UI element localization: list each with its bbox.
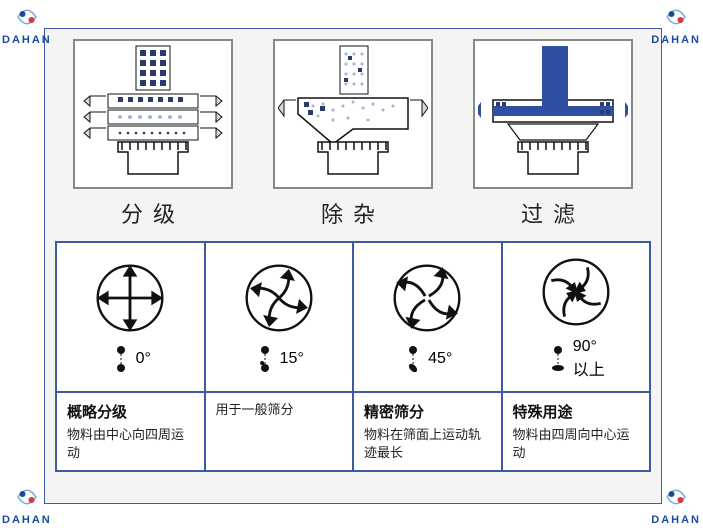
weight-icon: [110, 344, 132, 374]
mode-col-2: 45° 精密筛分 物料在筛面上运动轨迹最长: [354, 243, 503, 470]
watermark-text: DAHAN: [2, 514, 52, 526]
pattern-cross-icon: [92, 260, 168, 336]
process-diagram-fenji: [73, 39, 233, 189]
watermark-top-right: DAHAN: [651, 2, 701, 46]
mode-text: 精密筛分 物料在筛面上运动轨迹最长: [354, 393, 501, 470]
watermark-bottom-left: DAHAN: [2, 482, 52, 526]
angle-text: 0°: [136, 350, 151, 368]
angle-extra: 以上: [573, 356, 605, 380]
weight-icon: [402, 344, 424, 374]
process-label: 过滤: [521, 197, 585, 229]
mode-title: 精密筛分: [364, 401, 491, 422]
logo-icon: [12, 2, 42, 32]
process-diagram-guolv: [473, 39, 633, 189]
angle-text: 90°: [573, 338, 605, 356]
main-panel: 分级 除杂: [44, 28, 662, 504]
pattern-spiral-curve-icon: [389, 260, 465, 336]
mode-title: 特殊用途: [513, 401, 640, 422]
pattern-spiral-in-icon: [241, 260, 317, 336]
angle-indicator: 90°以上: [547, 338, 605, 380]
watermark-text: DAHAN: [2, 34, 52, 46]
mode-col-1: 15° 用于一般筛分: [206, 243, 355, 470]
process-label: 除杂: [321, 197, 385, 229]
process-cell-chuza: 除杂: [273, 39, 433, 229]
mode-col-0: 0° 概略分级 物料由中心向四周运动: [57, 243, 206, 470]
angle-indicator: 15°: [254, 344, 304, 374]
mode-diagram: 90°以上: [503, 243, 650, 393]
mode-diagram: 0°: [57, 243, 204, 393]
mode-desc: 物料在筛面上运动轨迹最长: [364, 426, 491, 462]
process-cell-guolv: 过滤: [473, 39, 633, 229]
mode-diagram: 15°: [206, 243, 353, 393]
mode-desc: 物料由中心向四周运动: [67, 426, 194, 462]
angle-indicator: 45°: [402, 344, 452, 374]
weight-icon: [254, 344, 276, 374]
process-cell-fenji: 分级: [73, 39, 233, 229]
mode-title: 概略分级: [67, 401, 194, 422]
mode-text: 特殊用途 物料由四周向中心运动: [503, 393, 650, 470]
logo-icon: [661, 2, 691, 32]
logo-icon: [12, 482, 42, 512]
chuza-svg: [278, 44, 428, 184]
watermark-bottom-right: DAHAN: [651, 482, 701, 526]
pattern-inward-icon: [538, 254, 614, 330]
process-diagram-chuza: [273, 39, 433, 189]
watermark-top-left: DAHAN: [2, 2, 52, 46]
mode-table: 0° 概略分级 物料由中心向四周运动: [55, 241, 651, 472]
mode-text: 用于一般筛分: [206, 393, 353, 467]
weight-icon: [547, 344, 569, 374]
process-row: 分级 除杂: [45, 29, 661, 229]
fenji-svg: [78, 44, 228, 184]
process-label: 分级: [121, 197, 185, 229]
guolv-svg: [478, 44, 628, 184]
angle-indicator: 0°: [110, 344, 151, 374]
angle-text: 45°: [428, 350, 452, 368]
mode-text: 概略分级 物料由中心向四周运动: [57, 393, 204, 470]
mode-desc: 用于一般筛分: [216, 401, 343, 419]
watermark-text: DAHAN: [651, 514, 701, 526]
mode-desc: 物料由四周向中心运动: [513, 426, 640, 462]
watermark-text: DAHAN: [651, 34, 701, 46]
angle-text: 15°: [280, 350, 304, 368]
logo-icon: [661, 482, 691, 512]
mode-col-3: 90°以上 特殊用途 物料由四周向中心运动: [503, 243, 650, 470]
mode-diagram: 45°: [354, 243, 501, 393]
